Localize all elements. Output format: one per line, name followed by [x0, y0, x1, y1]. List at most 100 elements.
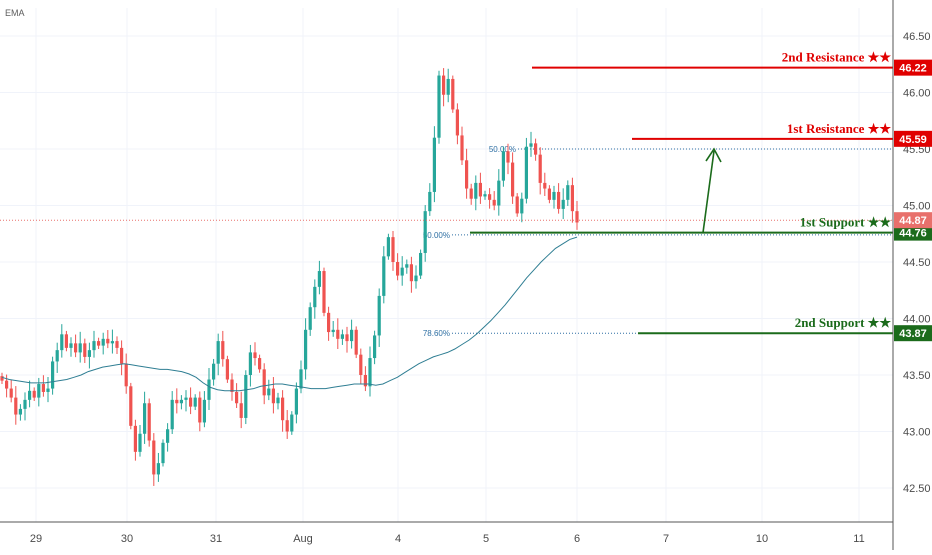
candle-body: [451, 78, 455, 110]
x-tick-label: 7: [663, 533, 669, 545]
y-tick-label: 46.50: [903, 31, 931, 43]
candle-body: [501, 151, 505, 181]
candle-body: [373, 335, 377, 359]
candle-body: [170, 399, 174, 430]
candle-body: [161, 442, 165, 464]
candle-body: [235, 391, 239, 404]
candle-body: [345, 334, 349, 342]
candle-body: [74, 343, 78, 353]
candle-body: [253, 352, 257, 359]
level-label: 1st Resistance ★★: [787, 121, 892, 136]
y-tick-label: 45.00: [903, 201, 931, 213]
indicator-label: EMA: [5, 8, 25, 18]
candle-body: [557, 191, 561, 209]
candle-body: [442, 75, 446, 95]
candle-body: [336, 329, 340, 339]
y-tick-label: 43.50: [903, 370, 931, 382]
y-tick-label: 44.50: [903, 257, 931, 269]
candle-body: [14, 397, 18, 415]
candle-body: [248, 352, 252, 375]
candle-body: [465, 160, 469, 189]
candle-body: [230, 379, 234, 392]
candle-body: [110, 341, 114, 344]
candle-body: [78, 343, 82, 353]
x-tick-label: 31: [210, 533, 222, 545]
x-tick-label: 29: [30, 533, 42, 545]
candle-body: [400, 267, 404, 276]
level-label: 1st Support ★★: [800, 215, 892, 230]
arrow-head: [705, 147, 722, 163]
candle-body: [377, 295, 381, 336]
candle-body: [363, 375, 367, 387]
candle-body: [101, 338, 105, 346]
x-tick-label: 30: [121, 533, 133, 545]
fib-layer: 50.00% 50.00% 78.60%: [423, 145, 893, 338]
candle-body: [276, 397, 280, 404]
candle-body: [529, 143, 533, 147]
candle-body: [207, 379, 211, 400]
candle-body: [37, 384, 41, 398]
candle-body: [23, 399, 27, 409]
candle-body: [133, 425, 137, 452]
candle-body: [446, 78, 450, 95]
candle-body: [506, 151, 510, 163]
candle-layer: [0, 68, 579, 486]
candle-body: [212, 363, 216, 380]
candle-body: [396, 262, 400, 276]
candle-body: [46, 388, 50, 392]
x-tick-label: Aug: [293, 533, 313, 545]
candle-body: [64, 334, 68, 348]
candle-body: [262, 369, 266, 396]
candle-body: [189, 397, 193, 407]
candle-body: [511, 162, 515, 197]
candle-body: [478, 182, 482, 197]
candle-body: [570, 185, 574, 212]
candle-body: [483, 194, 487, 197]
candle-body: [216, 341, 220, 364]
level-label: 2nd Resistance ★★: [782, 50, 892, 65]
candle-body: [488, 194, 492, 200]
candle-body: [115, 341, 119, 348]
candle-body: [106, 338, 110, 344]
candle-body: [354, 329, 358, 355]
candle-body: [423, 211, 427, 253]
candle-body: [97, 341, 101, 346]
candle-body: [428, 191, 432, 212]
candle-body: [419, 252, 423, 276]
candle-body: [225, 359, 229, 380]
candle-body: [492, 199, 496, 206]
candle-body: [152, 440, 156, 475]
candle-body: [18, 408, 22, 415]
candle-body: [469, 188, 473, 199]
candle-body: [184, 397, 188, 400]
fib-level-label: 50.00%: [423, 231, 450, 240]
level-price-tag-text: 44.76: [899, 228, 927, 240]
candle-body: [156, 463, 160, 475]
candle-body: [520, 198, 524, 214]
candle-body: [258, 358, 262, 370]
level-price-tag: [894, 130, 932, 147]
candle-body: [299, 369, 303, 389]
candle-body: [221, 341, 225, 360]
candle-body: [83, 343, 87, 357]
candle-body: [313, 286, 317, 308]
candle-body: [308, 307, 312, 330]
candle-body: [55, 350, 59, 362]
candle-body: [552, 191, 556, 200]
candle-body: [437, 75, 441, 138]
candle-body: [281, 397, 285, 421]
candle-body: [474, 182, 478, 199]
candle-body: [405, 264, 409, 268]
candle-body: [129, 386, 133, 426]
x-tick-label: 5: [483, 533, 489, 545]
candle-body: [359, 354, 363, 375]
level-price-tag: [894, 224, 932, 241]
candle-body: [244, 375, 248, 418]
candle-body: [290, 414, 294, 432]
candle-body: [340, 334, 344, 339]
candle-body: [547, 188, 551, 200]
candle-body: [460, 135, 464, 161]
